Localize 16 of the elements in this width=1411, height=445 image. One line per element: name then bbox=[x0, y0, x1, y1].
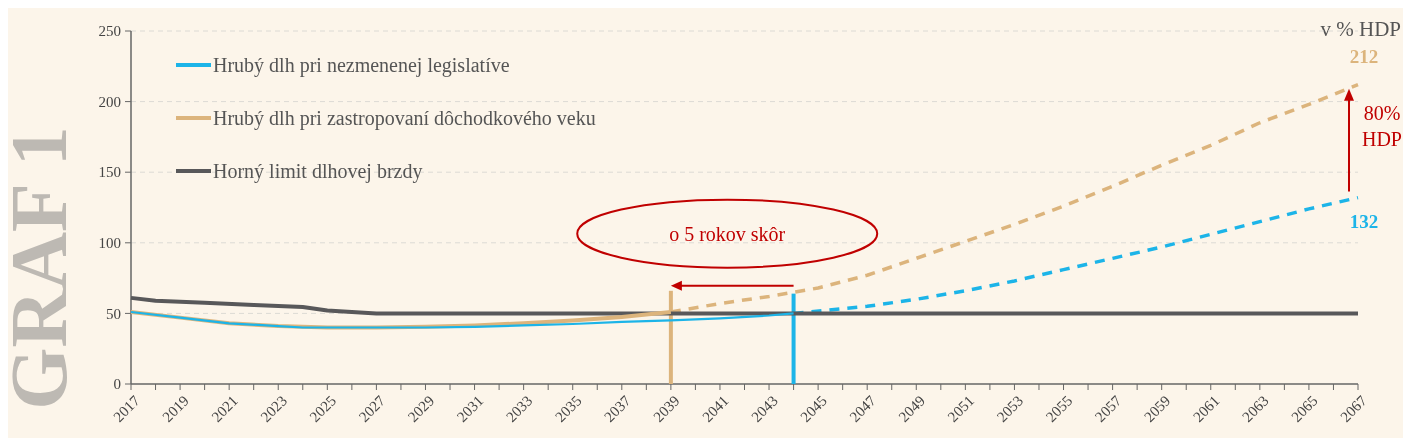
text: GRAF 1 bbox=[0, 126, 83, 410]
data-label: 212 bbox=[1349, 45, 1379, 67]
legend-label: Hrubý dlh pri nezmenenej legislatíve bbox=[213, 54, 510, 77]
y-axis-title: v % HDP bbox=[1320, 17, 1401, 41]
y-tick-label: 0 bbox=[113, 376, 121, 393]
legend-label: Horný limit dlhovej brzdy bbox=[213, 160, 423, 183]
text: 80% HDP bbox=[1361, 102, 1403, 151]
legend-label: Hrubý dlh pri zastropovaní dôchodkového veku bbox=[213, 107, 596, 130]
y-tick-label: 50 bbox=[106, 305, 121, 322]
data-label: 132 bbox=[1349, 210, 1379, 232]
y-tick-label: 100 bbox=[98, 235, 121, 252]
y-tick-label: 200 bbox=[98, 93, 121, 110]
y-tick-label: 250 bbox=[98, 23, 121, 40]
annotation: o 5 rokov skôr bbox=[669, 222, 786, 245]
x-tick-label: 2041 bbox=[699, 392, 732, 426]
y-tick-label: 150 bbox=[98, 164, 121, 181]
